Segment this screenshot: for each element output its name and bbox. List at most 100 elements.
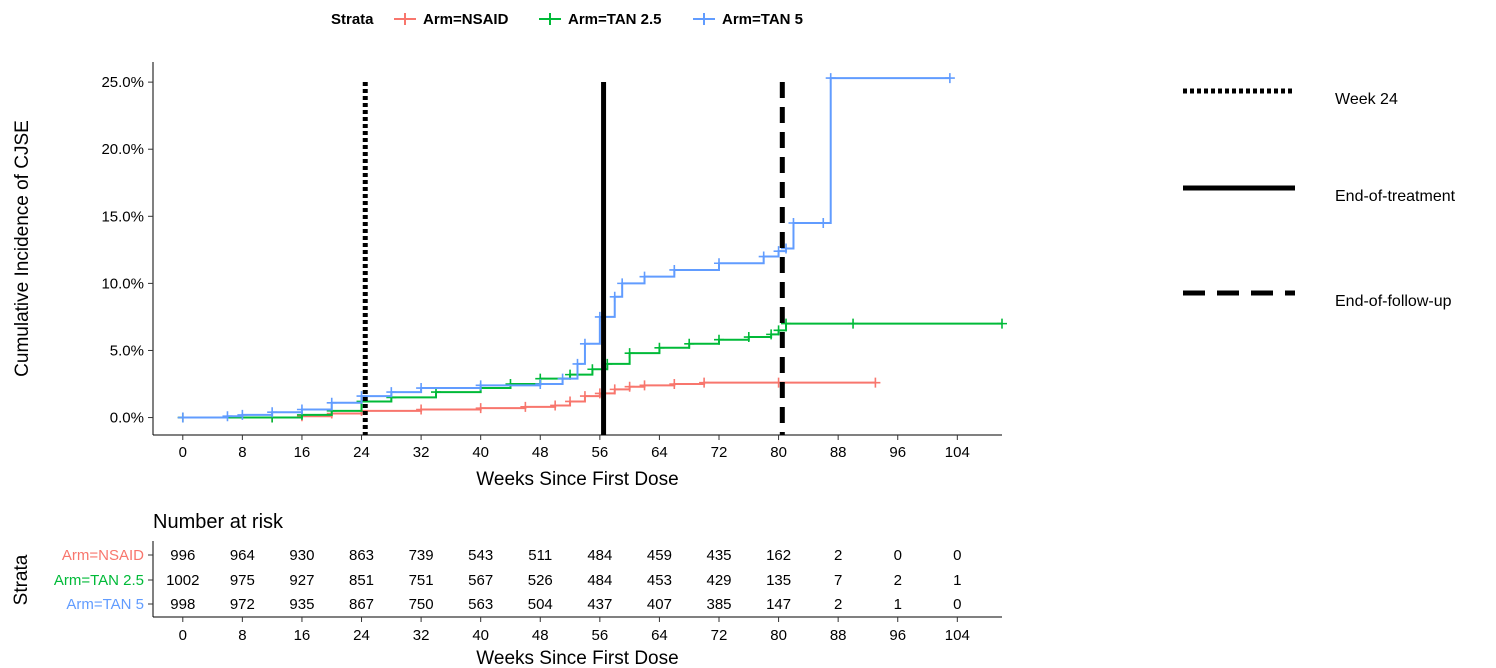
censor-mark (296, 404, 307, 415)
risk-x-axis-title: Weeks Since First Dose (476, 648, 678, 668)
censor-mark (848, 318, 859, 329)
censor-mark (356, 391, 367, 402)
censor-mark (617, 278, 628, 289)
censor-mark (505, 379, 516, 390)
censor-mark (550, 400, 561, 411)
x-tick-label: 88 (830, 444, 847, 461)
risk-cell: 429 (706, 572, 731, 589)
risk-cell: 135 (766, 572, 791, 589)
censor-mark (475, 380, 486, 391)
censor-mark (267, 407, 278, 418)
censor-mark (520, 401, 531, 412)
legend-entry-2: Arm=TAN 5 (722, 11, 803, 28)
ref-legend-label-2: End-of-follow-up (1335, 293, 1452, 310)
censor-mark (609, 291, 620, 302)
risk-cell: 453 (647, 572, 672, 589)
risk-cell: 2 (834, 596, 842, 613)
censor-mark (237, 409, 248, 420)
risk-cell: 739 (409, 547, 434, 564)
risk-cell: 930 (289, 547, 314, 564)
risk-cell: 484 (587, 547, 612, 564)
x-tick-label: 48 (532, 444, 549, 461)
risk-x-tick-label: 88 (830, 627, 847, 644)
censor-mark (773, 246, 784, 257)
risk-x-tick-label: 32 (413, 627, 430, 644)
risk-cell: 998 (170, 596, 195, 613)
risk-cell: 147 (766, 596, 791, 613)
risk-x-tick-label: 96 (889, 627, 906, 644)
x-tick-label: 56 (591, 444, 608, 461)
risk-cell: 1002 (166, 572, 199, 589)
risk-cell: 927 (289, 572, 314, 589)
risk-cell: 964 (230, 547, 255, 564)
risk-x-tick-label: 72 (711, 627, 728, 644)
censor-mark (557, 373, 568, 384)
ref-legend-label-1: End-of-treatment (1335, 188, 1456, 205)
censor-mark (624, 381, 635, 392)
risk-cell: 459 (647, 547, 672, 564)
censor-mark (654, 342, 665, 353)
censor-mark (416, 404, 427, 415)
x-tick-label: 80 (770, 444, 787, 461)
x-tick-label: 32 (413, 444, 430, 461)
risk-cell: 972 (230, 596, 255, 613)
legend-title: Strata (331, 11, 374, 28)
risk-cell: 863 (349, 547, 374, 564)
x-tick-label: 40 (472, 444, 489, 461)
risk-cell: 543 (468, 547, 493, 564)
y-tick-label: 10.0% (101, 275, 144, 292)
censor-mark (699, 377, 710, 388)
x-axis-title: Weeks Since First Dose (476, 469, 678, 490)
risk-cell: 751 (409, 572, 434, 589)
risk-x-tick-label: 8 (238, 627, 246, 644)
series-line-2 (182, 77, 950, 419)
risk-x-tick-label: 0 (179, 627, 187, 644)
censor-mark (572, 358, 583, 369)
censor-mark (579, 338, 590, 349)
censor-mark (781, 318, 792, 329)
censor-mark (758, 251, 769, 262)
censor-mark (579, 391, 590, 402)
risk-cell: 567 (468, 572, 493, 589)
risk-cell: 0 (953, 596, 961, 613)
risk-row-label-2: Arm=TAN 5 (66, 596, 144, 613)
x-tick-label: 72 (711, 444, 728, 461)
y-tick-label: 5.0% (110, 342, 144, 359)
risk-table: Number at risk Arm=NSAID 996 964 930 863 739 54… (11, 511, 1002, 668)
x-tick-label: 96 (889, 444, 906, 461)
censor-mark (788, 218, 799, 229)
ref-legend-label-0: Week 24 (1335, 91, 1398, 108)
risk-cell: 385 (706, 596, 731, 613)
censor-mark (386, 387, 397, 398)
risk-cell: 511 (528, 547, 552, 564)
risk-x-tick-label: 16 (294, 627, 311, 644)
censor-mark (684, 338, 695, 349)
censor-mark (475, 403, 486, 414)
censor-mark (326, 397, 337, 408)
risk-cell: 975 (230, 572, 255, 589)
censor-mark (669, 264, 680, 275)
risk-cell: 867 (349, 596, 374, 613)
censor-mark (535, 379, 546, 390)
censor-mark (714, 334, 724, 345)
censor-mark (773, 325, 784, 336)
risk-x-tick-label: 24 (353, 627, 370, 644)
risk-cell: 1 (894, 596, 902, 613)
reference-lines (362, 82, 785, 435)
risk-x-tick-label: 40 (472, 627, 489, 644)
censor-mark (743, 332, 754, 343)
risk-cell: 851 (349, 572, 374, 589)
censor-mark (781, 243, 792, 254)
censor-mark (609, 384, 620, 395)
risk-x-tick-label: 104 (945, 627, 970, 644)
risk-cell: 435 (706, 547, 731, 564)
risk-cell: 1 (953, 572, 961, 589)
risk-cell: 2 (834, 547, 842, 564)
censor-mark (669, 379, 680, 390)
strata-legend: Strata Arm=NSAID Arm=TAN 2.5 Arm=TAN 5 (331, 11, 803, 28)
risk-x-tick-label: 48 (532, 627, 549, 644)
risk-cell: 407 (647, 596, 672, 613)
censor-mark (587, 364, 598, 375)
censor-mark (222, 411, 233, 422)
censor-mark (870, 377, 881, 388)
